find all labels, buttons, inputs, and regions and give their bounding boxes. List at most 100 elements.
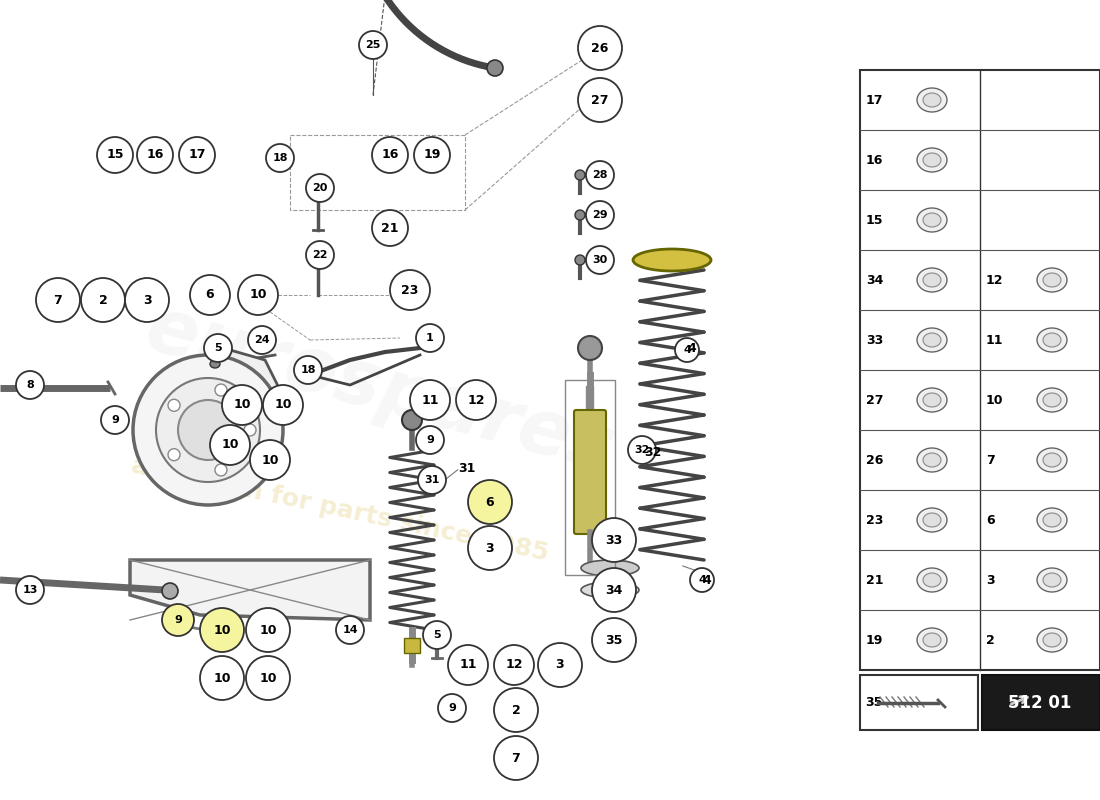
Ellipse shape — [1037, 628, 1067, 652]
Text: 4: 4 — [683, 345, 691, 355]
Text: 32: 32 — [635, 445, 650, 455]
Circle shape — [162, 604, 194, 636]
Ellipse shape — [917, 268, 947, 292]
Ellipse shape — [1043, 273, 1062, 287]
Circle shape — [414, 137, 450, 173]
Circle shape — [468, 526, 512, 570]
Ellipse shape — [581, 560, 639, 576]
Circle shape — [138, 137, 173, 173]
Ellipse shape — [210, 360, 220, 368]
Text: 17: 17 — [866, 94, 883, 106]
Ellipse shape — [1043, 633, 1062, 647]
Circle shape — [133, 355, 283, 505]
Text: 10: 10 — [213, 623, 231, 637]
Text: 2: 2 — [99, 294, 108, 306]
Bar — [860, 70, 1100, 670]
Ellipse shape — [923, 273, 940, 287]
Ellipse shape — [917, 148, 947, 172]
Ellipse shape — [923, 393, 940, 407]
Bar — [404, 638, 420, 653]
Text: 9: 9 — [174, 615, 182, 625]
Circle shape — [592, 568, 636, 612]
Circle shape — [306, 241, 334, 269]
Circle shape — [250, 440, 290, 480]
Text: 3: 3 — [486, 542, 494, 554]
Text: 2: 2 — [512, 703, 520, 717]
Text: 14: 14 — [342, 625, 358, 635]
Text: 512 01: 512 01 — [1009, 694, 1071, 711]
Circle shape — [675, 338, 698, 362]
Ellipse shape — [917, 628, 947, 652]
Circle shape — [438, 694, 466, 722]
Text: 12: 12 — [468, 394, 485, 406]
Text: 3: 3 — [986, 574, 994, 586]
Text: 23: 23 — [402, 283, 419, 297]
Ellipse shape — [632, 249, 711, 271]
Circle shape — [592, 518, 636, 562]
Circle shape — [468, 480, 512, 524]
Text: 16: 16 — [146, 149, 164, 162]
Circle shape — [125, 278, 169, 322]
Ellipse shape — [923, 453, 940, 467]
Text: 12: 12 — [505, 658, 522, 671]
Ellipse shape — [1037, 508, 1067, 532]
Text: 10: 10 — [260, 623, 277, 637]
Circle shape — [263, 385, 302, 425]
Circle shape — [402, 410, 422, 430]
Circle shape — [628, 436, 656, 464]
Circle shape — [97, 137, 133, 173]
Circle shape — [448, 645, 488, 685]
Text: 5: 5 — [433, 630, 441, 640]
Ellipse shape — [923, 633, 940, 647]
Circle shape — [372, 210, 408, 246]
Text: 4: 4 — [688, 342, 695, 354]
Text: 16: 16 — [382, 149, 398, 162]
Text: 10: 10 — [250, 289, 266, 302]
Text: 9: 9 — [448, 703, 455, 713]
Ellipse shape — [923, 153, 940, 167]
Circle shape — [190, 275, 230, 315]
Text: 9: 9 — [111, 415, 119, 425]
Text: 18: 18 — [300, 365, 316, 375]
Text: 16: 16 — [866, 154, 883, 166]
Circle shape — [266, 144, 294, 172]
Text: 1: 1 — [426, 333, 433, 343]
Circle shape — [494, 688, 538, 732]
Circle shape — [178, 400, 238, 460]
Circle shape — [586, 161, 614, 189]
Text: eurospares: eurospares — [138, 292, 623, 488]
Ellipse shape — [1043, 513, 1062, 527]
Circle shape — [578, 336, 602, 360]
Ellipse shape — [917, 388, 947, 412]
Circle shape — [16, 371, 44, 399]
Circle shape — [246, 608, 290, 652]
Text: 22: 22 — [312, 250, 328, 260]
Circle shape — [418, 466, 446, 494]
Text: 33: 33 — [866, 334, 883, 346]
Text: 10: 10 — [262, 454, 278, 466]
Circle shape — [494, 736, 538, 780]
Circle shape — [487, 60, 503, 76]
Text: 19: 19 — [866, 634, 883, 646]
Text: 35: 35 — [865, 696, 882, 709]
Circle shape — [359, 31, 387, 59]
Text: 10: 10 — [260, 671, 277, 685]
Text: 6: 6 — [986, 514, 994, 526]
Text: 3: 3 — [556, 658, 564, 671]
Ellipse shape — [1043, 333, 1062, 347]
Text: 2: 2 — [986, 634, 994, 646]
Ellipse shape — [917, 208, 947, 232]
Circle shape — [294, 356, 322, 384]
Text: 26: 26 — [866, 454, 883, 466]
Text: 4: 4 — [698, 575, 706, 585]
Circle shape — [424, 621, 451, 649]
Circle shape — [156, 378, 260, 482]
Text: 7: 7 — [986, 454, 994, 466]
Polygon shape — [130, 560, 370, 620]
Circle shape — [410, 380, 450, 420]
Text: 33: 33 — [605, 534, 623, 546]
Circle shape — [690, 568, 714, 592]
Text: 27: 27 — [866, 394, 883, 406]
Circle shape — [416, 426, 444, 454]
Text: 35: 35 — [605, 634, 623, 646]
